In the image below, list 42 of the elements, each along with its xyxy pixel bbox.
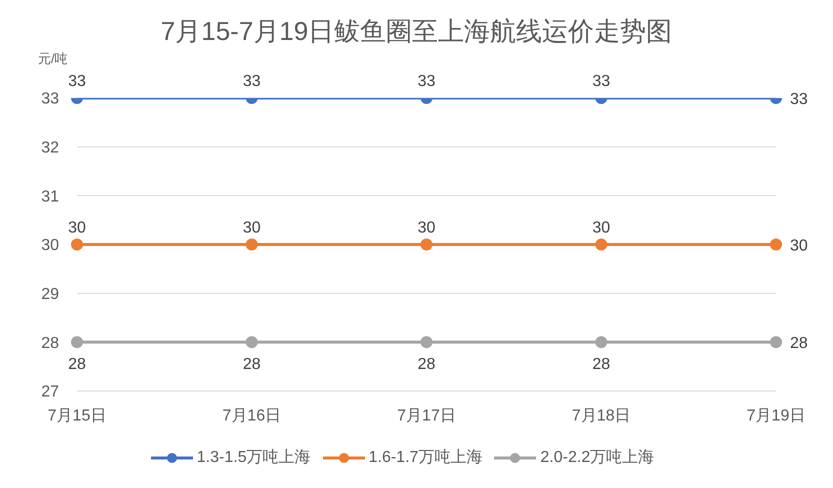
y-tick-label: 33	[41, 90, 60, 108]
y-tick-label: 29	[41, 286, 60, 304]
point	[770, 336, 782, 348]
data-label: 30	[242, 220, 261, 236]
legend-label: 2.0-2.2万吨上海	[540, 448, 654, 468]
point	[770, 238, 782, 250]
y-tick-label: 27	[41, 384, 60, 401]
x-tick-label: 7月16日	[222, 407, 282, 424]
data-label: 30	[790, 238, 808, 254]
x-tick-label: 7月19日	[746, 407, 806, 424]
data-label: 28	[790, 335, 808, 352]
legend-label: 1.3-1.5万吨上海	[196, 448, 311, 468]
y-tick-label: 30	[41, 237, 60, 254]
point	[595, 336, 608, 348]
x-tick-label: 7月17日	[397, 407, 456, 424]
legend-label: 1.6-1.7万吨上海	[368, 448, 482, 468]
point	[420, 336, 432, 348]
data-label: 30	[68, 220, 86, 236]
point	[71, 336, 83, 348]
x-tick-label: 7月15日	[48, 407, 106, 424]
point	[71, 238, 83, 250]
y-tick-label: 32	[41, 140, 60, 157]
data-label: 33	[242, 73, 261, 90]
y-axis-title: 元/吨	[38, 50, 68, 68]
x-tick-label: 7月18日	[572, 407, 631, 424]
data-label: 28	[242, 356, 261, 374]
data-label: 28	[418, 356, 436, 374]
data-label: 30	[418, 220, 436, 236]
point	[420, 238, 432, 250]
data-label: 28	[68, 356, 86, 374]
data-label: 33	[790, 91, 808, 108]
y-tick-label: 28	[41, 334, 60, 352]
data-label: 28	[592, 356, 610, 374]
point	[246, 238, 258, 250]
point	[595, 238, 608, 250]
data-label: 33	[592, 73, 610, 90]
y-tick-label: 31	[41, 188, 60, 206]
chart-title: 7月15-7月19日鲅鱼圈至上海航线运价走势图	[160, 15, 674, 48]
data-label: 30	[592, 220, 610, 236]
data-label: 33	[418, 73, 436, 90]
point	[246, 336, 258, 348]
data-label: 33	[68, 73, 86, 90]
